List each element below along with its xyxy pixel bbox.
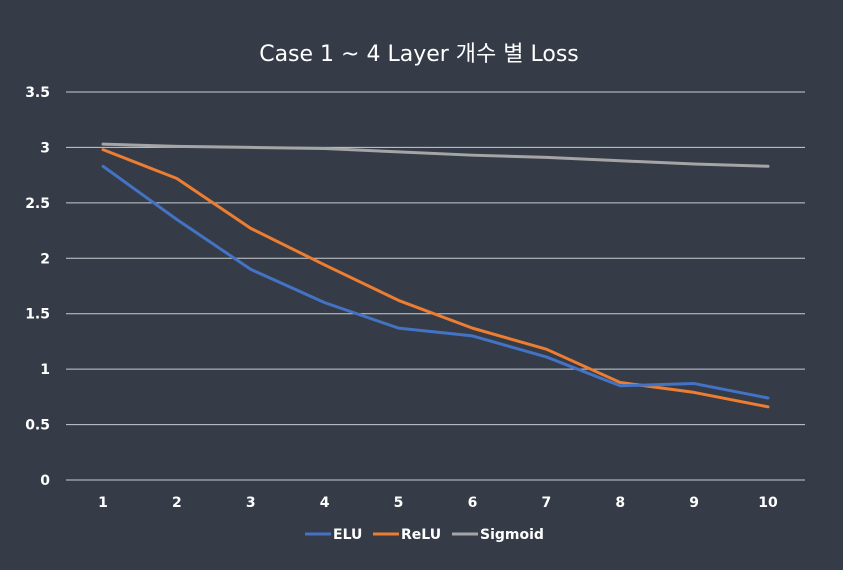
x-tick-label: 10 bbox=[758, 495, 778, 511]
series-lines bbox=[101, 142, 770, 409]
x-axis-tick-labels: 1 2 3 4 5 6 7 8 9 10 bbox=[98, 495, 778, 511]
x-tick-label: 2 bbox=[172, 495, 182, 511]
y-tick-label: 1.5 bbox=[25, 307, 50, 323]
x-tick-label: 6 bbox=[468, 495, 478, 511]
y-tick-label: 3.5 bbox=[25, 85, 50, 101]
x-tick-label: 3 bbox=[246, 495, 256, 511]
x-tick-label: 7 bbox=[541, 495, 551, 511]
x-tick-label: 9 bbox=[689, 495, 699, 511]
legend-label-sigmoid: Sigmoid bbox=[480, 527, 544, 543]
legend-label-elu: ELU bbox=[333, 527, 362, 543]
x-tick-label: 4 bbox=[320, 495, 330, 511]
y-tick-label: 3 bbox=[40, 140, 50, 156]
legend-label-relu: ReLU bbox=[401, 527, 441, 543]
x-tick-label: 1 bbox=[98, 495, 108, 511]
series-line-elu bbox=[101, 164, 770, 400]
legend: ELU ReLU Sigmoid bbox=[305, 527, 544, 543]
chart-title: Case 1 ~ 4 Layer 개수 별 Loss bbox=[259, 42, 579, 67]
y-tick-label: 2.5 bbox=[25, 196, 50, 212]
x-tick-label: 8 bbox=[615, 495, 625, 511]
y-tick-label: 0 bbox=[40, 473, 50, 489]
y-axis-tick-labels: 0 0.5 1 1.5 2 2.5 3 3.5 bbox=[25, 85, 50, 489]
x-tick-label: 5 bbox=[394, 495, 404, 511]
y-tick-label: 0.5 bbox=[25, 418, 50, 434]
y-tick-label: 1 bbox=[40, 362, 50, 378]
y-tick-label: 2 bbox=[40, 251, 50, 267]
series-line-sigmoid bbox=[101, 142, 770, 168]
series-line-relu bbox=[101, 148, 770, 409]
